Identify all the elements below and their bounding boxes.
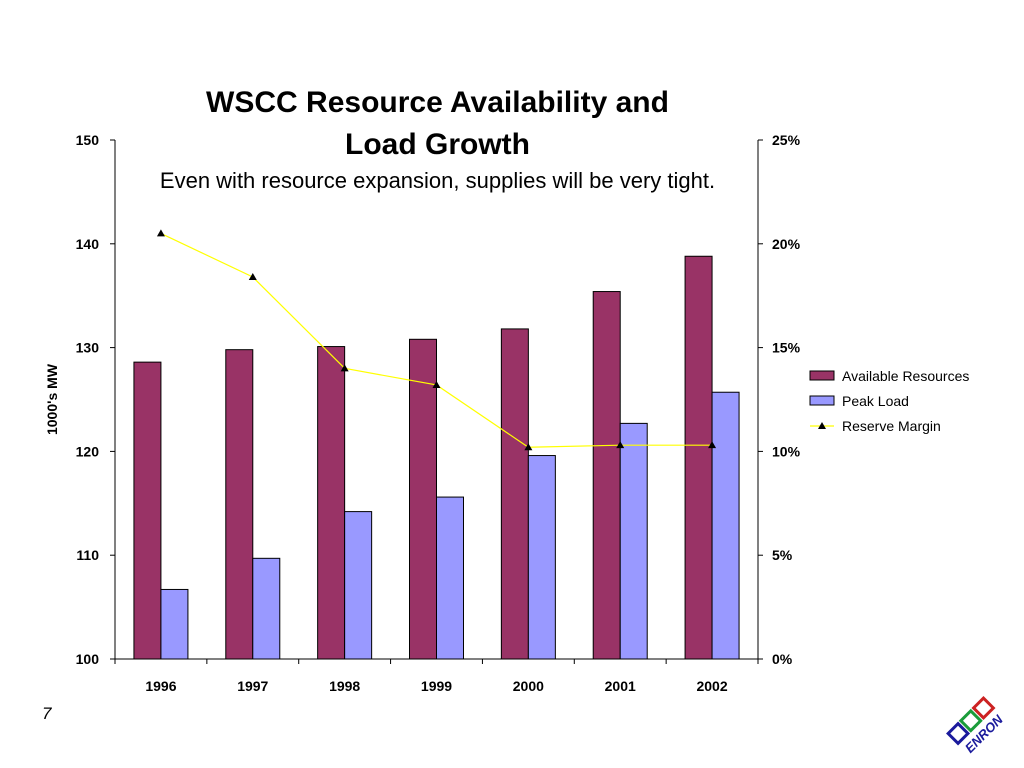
chart-title-line2: Load Growth: [345, 128, 530, 161]
y2-tick-label: 5%: [772, 547, 793, 563]
reserve-margin-point-2002: [708, 441, 717, 449]
legend-label-available-resources: Available Resources: [842, 368, 969, 384]
y2-tick-label: 0%: [772, 651, 793, 667]
bar-peak-load-1996: [160, 588, 189, 660]
y-tick-label: 150: [76, 132, 100, 148]
y-tick-label: 100: [76, 651, 100, 667]
bar-available-resources-1997: [225, 349, 254, 660]
legend-swatch-available-resources: [809, 370, 835, 381]
y-tick-label: 120: [76, 443, 100, 459]
bar-available-resources-1996: [133, 361, 162, 660]
reserve-margin-point-1996: [156, 229, 165, 237]
legend: Available Resources Peak Load Reserve Marg…: [809, 368, 969, 434]
page-number: 7: [42, 704, 52, 723]
chart-subtitle: Even with resource expansion, supplies w…: [159, 168, 716, 193]
axes: 100 110 120 130 140 150 0% 5% 10% 15% 20% 25% 1996 19…: [44, 132, 801, 694]
bar-available-resources-1998: [317, 346, 346, 660]
x-tick-label: 1999: [421, 678, 452, 694]
bar-peak-load-2001: [619, 422, 648, 660]
reserve-margin-point-1999: [432, 380, 441, 388]
legend-label-reserve-margin: Reserve Margin: [842, 418, 941, 434]
legend-swatch-peak-load: [809, 395, 835, 406]
y-tick-label: 130: [76, 340, 100, 356]
y2-tick-label: 15%: [772, 340, 801, 356]
chart-title: WSCC Resource Availability and Load Grow…: [150, 82, 725, 166]
reserve-margin-point-1998: [340, 364, 349, 372]
x-tick-label: 2000: [513, 678, 544, 694]
y-tick-label: 110: [76, 547, 99, 563]
bar-available-resources-2000: [500, 328, 529, 660]
bar-available-resources-1999: [409, 338, 437, 660]
x-tick-label: 2001: [605, 678, 636, 694]
plot-area: [133, 229, 740, 660]
y2-tick-label: 10%: [772, 443, 801, 459]
bar-peak-load-2000: [527, 455, 556, 660]
reserve-margin-point-2000: [524, 443, 533, 451]
x-tick-label: 1997: [237, 678, 268, 694]
chart-title-line1: WSCC Resource Availability and: [206, 86, 669, 119]
bar-peak-load-1999: [436, 496, 464, 660]
legend-marker-reserve-margin: [818, 422, 826, 429]
y2-tick-label: 25%: [772, 132, 801, 148]
bar-available-resources-2001: [592, 291, 621, 660]
bar-peak-load-2002: [711, 391, 740, 660]
bar-peak-load-1998: [344, 511, 373, 660]
x-tick-label: 1996: [145, 678, 176, 694]
bar-peak-load-1997: [252, 557, 281, 660]
enron-logo: ENRON: [946, 696, 1006, 756]
y2-tick-label: 20%: [772, 236, 801, 252]
reserve-margin-point-2001: [616, 441, 625, 449]
bar-available-resources-2002: [684, 255, 713, 660]
y-tick-label: 140: [76, 236, 100, 252]
legend-label-peak-load: Peak Load: [842, 393, 909, 409]
y-axis-label: 1000's MW: [44, 363, 60, 435]
x-tick-label: 2002: [696, 678, 727, 694]
x-tick-label: 1998: [329, 678, 360, 694]
reserve-margin-point-1997: [248, 273, 257, 281]
